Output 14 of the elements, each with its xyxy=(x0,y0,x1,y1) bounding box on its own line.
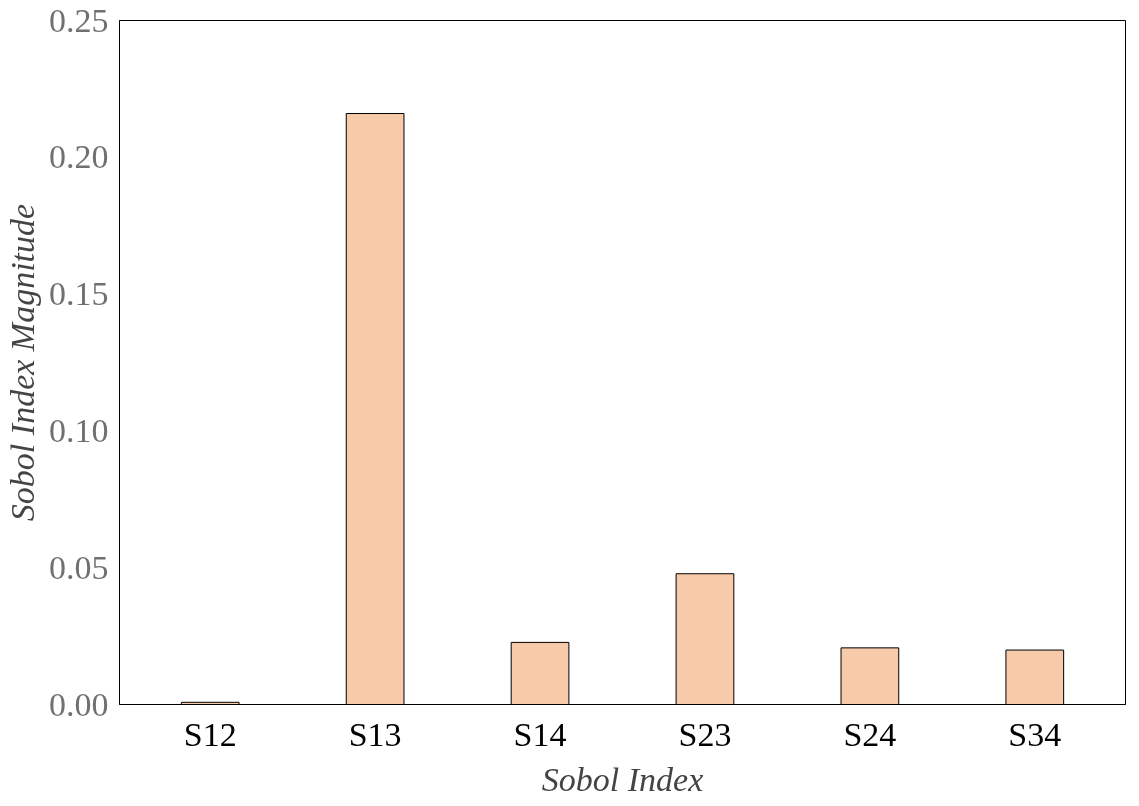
x-tick-label: S13 xyxy=(348,715,402,753)
y-tick-label: 0.00 xyxy=(49,685,109,723)
x-tick-label: S14 xyxy=(513,715,567,753)
y-tick-label: 0.15 xyxy=(49,275,109,313)
x-tick-label: S24 xyxy=(843,715,897,753)
x-tick-label: S12 xyxy=(183,715,237,753)
x-tick-label: S23 xyxy=(678,715,732,753)
y-tick-label: 0.20 xyxy=(49,138,109,176)
y-tick-label: 0.25 xyxy=(49,1,109,39)
y-tick-label: 0.10 xyxy=(49,411,109,449)
x-tick-label: S34 xyxy=(1008,715,1062,753)
x-axis-title: Sobol Index xyxy=(541,760,704,798)
y-axis-title: Sobol Index Magnitude xyxy=(4,203,41,522)
y-tick-label: 0.05 xyxy=(49,548,109,586)
